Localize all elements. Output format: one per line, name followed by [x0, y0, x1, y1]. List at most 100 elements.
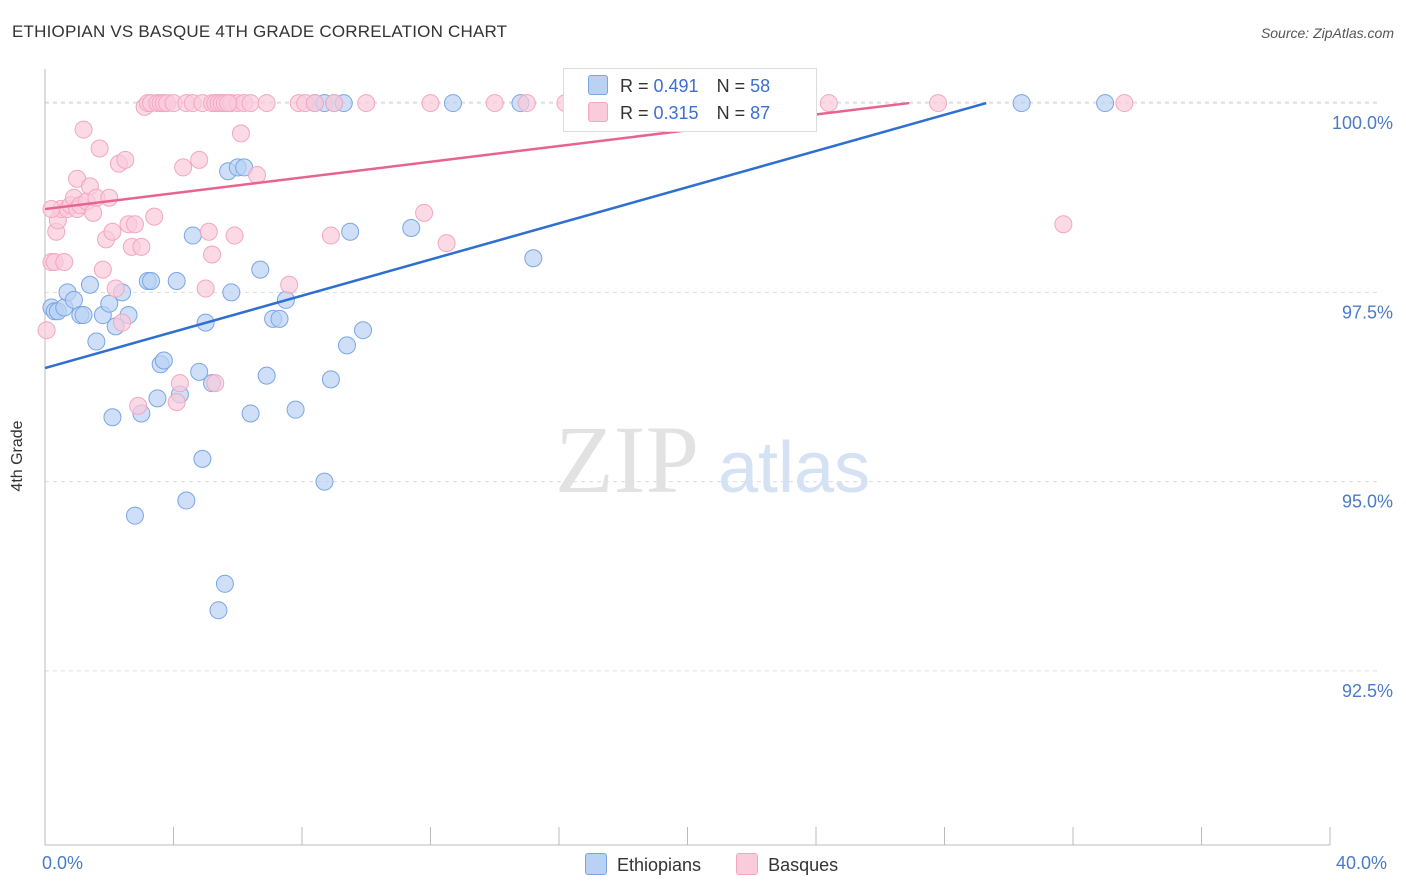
basque-point-71: [325, 94, 344, 113]
basque-point-41: [167, 393, 186, 412]
ethiopian-point-8: [80, 275, 99, 294]
ethiopian-point-46: [337, 336, 356, 355]
basque-point-58: [241, 94, 260, 113]
basque-point-25: [113, 313, 132, 332]
y-tick-label-0: 92.5%: [1342, 681, 1393, 701]
r-value: 0.491: [653, 76, 699, 96]
basque-point-49: [199, 222, 218, 241]
basque-point-29: [125, 215, 144, 234]
n-value: 58: [750, 76, 771, 96]
watermark-atlas: atlas: [718, 428, 870, 508]
ethiopian-point-47: [341, 222, 360, 241]
basque-point-6: [55, 253, 74, 272]
n-value: 87: [750, 103, 771, 123]
basque-point-70: [321, 226, 340, 245]
basques-swatch: [588, 102, 608, 122]
ethiopian-point-43: [286, 400, 305, 419]
basque-point-30: [129, 396, 148, 415]
basque-point-86: [1115, 94, 1134, 113]
y-tick-label-1: 95.0%: [1342, 492, 1393, 512]
basque-point-43: [174, 158, 193, 177]
basque-point-26: [116, 150, 135, 169]
ethiopian-point-31: [209, 601, 228, 620]
basque-point-31: [132, 237, 151, 256]
ethiopian-point-11: [100, 294, 119, 313]
legend-item-basques: Basques: [736, 853, 838, 876]
ethiopian-point-23: [167, 271, 186, 290]
ethiopian-point-34: [222, 283, 241, 302]
ethiopian-point-58: [1096, 94, 1115, 113]
ethiopian-point-38: [251, 260, 270, 279]
basque-point-76: [485, 94, 504, 113]
basque-point-59: [219, 94, 238, 113]
ethiopian-point-27: [190, 362, 209, 381]
ethiopian-point-41: [270, 309, 289, 328]
r-label: R =: [620, 76, 654, 96]
ethiopian-point-5: [64, 290, 83, 309]
y-axis-label: 4th Grade: [9, 420, 26, 492]
basque-point-61: [231, 124, 250, 143]
basque-point-64: [248, 165, 267, 184]
ethiopian-point-37: [241, 404, 260, 423]
ethiopian-point-39: [257, 366, 276, 385]
ethiopian-point-9: [87, 332, 106, 351]
ethiopians-legend-label: Ethiopians: [617, 855, 702, 875]
basque-point-72: [357, 94, 376, 113]
basque-point-69: [305, 94, 324, 113]
n-label: N =: [716, 103, 751, 123]
watermark: ZIP atlas: [555, 406, 870, 513]
x-tick-label-min: 0.0%: [42, 853, 84, 873]
basque-point-65: [257, 94, 276, 113]
basque-point-19: [93, 260, 112, 279]
ethiopian-point-32: [215, 574, 234, 593]
n-label: N =: [716, 76, 751, 96]
basque-point-35: [145, 207, 164, 226]
basque-point-13: [74, 120, 93, 139]
source-label: Source: ZipAtlas.com: [1260, 25, 1394, 41]
basque-point-85: [1054, 215, 1073, 234]
basque-point-0: [37, 321, 56, 340]
ethiopian-point-19: [142, 271, 161, 290]
basque-point-73: [415, 203, 434, 222]
ethiopian-point-28: [193, 449, 212, 468]
ethiopian-point-54: [443, 94, 462, 113]
ethiopians-legend-swatch: [585, 853, 607, 875]
ethiopian-point-22: [154, 351, 173, 370]
basque-point-63: [203, 245, 222, 264]
ethiopian-point-15: [103, 408, 122, 427]
ethiopian-point-16: [125, 506, 144, 525]
ethiopian-point-53: [402, 218, 421, 237]
ethiopian-point-57: [1012, 94, 1031, 113]
gridlines: [45, 101, 1380, 672]
basque-point-74: [421, 94, 440, 113]
axes: [44, 69, 1331, 846]
ethiopian-point-45: [321, 370, 340, 389]
correlation-legend: R = 0.491 N = 58 R = 0.315 N = 87: [563, 68, 817, 132]
watermark-zip: ZIP: [555, 406, 699, 513]
y-tick-label-3: 100.0%: [1332, 113, 1393, 133]
x-tick-label-max: 40.0%: [1336, 853, 1388, 873]
ethiopian-point-25: [177, 491, 196, 510]
basque-point-75: [437, 234, 456, 253]
basque-point-83: [819, 94, 838, 113]
r-value: 0.315: [653, 103, 699, 123]
basques-legend-label: Basques: [768, 855, 839, 875]
series-legend: Ethiopians Basques: [585, 853, 868, 876]
basque-point-62: [206, 374, 225, 393]
legend-item-ethiopians: Ethiopians: [585, 853, 701, 876]
ethiopian-trend-line: [44, 101, 987, 370]
basque-point-84: [929, 94, 948, 113]
basque-point-46: [190, 150, 209, 169]
basque-point-23: [106, 279, 125, 298]
ethiopian-point-48: [354, 321, 373, 340]
ethiopian-point-44: [315, 472, 334, 491]
basque-point-77: [517, 94, 536, 113]
y-tick-label-2: 97.5%: [1342, 302, 1393, 322]
basque-point-42: [170, 374, 189, 393]
ethiopians-swatch: [588, 75, 608, 95]
basque-point-48: [196, 279, 215, 298]
basque-point-22: [103, 222, 122, 241]
basque-point-18: [90, 139, 109, 158]
basque-point-16: [84, 203, 103, 222]
